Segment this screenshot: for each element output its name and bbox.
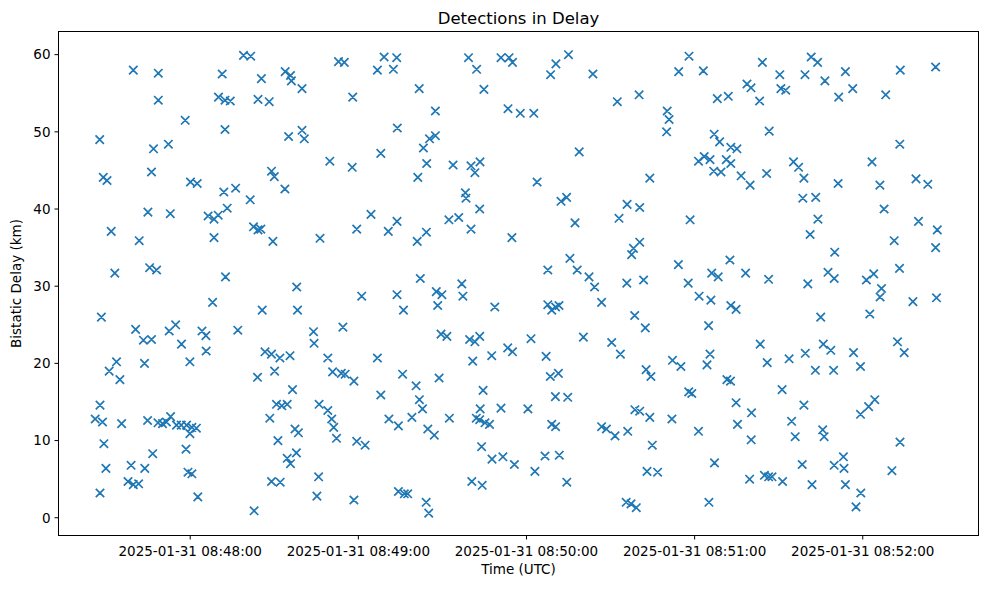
y-tick-label: 40 (33, 201, 50, 217)
y-tick-label: 60 (33, 46, 50, 62)
x-tick-label: 2025-01-31 08:50:00 (455, 543, 598, 559)
scatter-markers (91, 51, 942, 518)
y-tick-label: 50 (33, 124, 50, 140)
x-tick-label: 2025-01-31 08:51:00 (623, 543, 766, 559)
x-tick-label: 2025-01-31 08:52:00 (791, 543, 934, 559)
y-tick-label: 20 (33, 355, 50, 371)
x-tick-label: 2025-01-31 08:48:00 (119, 543, 262, 559)
y-tick-label: 10 (33, 432, 50, 448)
x-axis-label: Time (UTC) (480, 561, 556, 577)
y-tick-label: 30 (33, 278, 50, 294)
scatter-plot: Detections in Delay Time (UTC) Bistatic … (0, 0, 989, 590)
y-tick-label: 0 (42, 510, 51, 526)
axis-ticks: 2025-01-31 08:48:00 2025-01-31 08:49:00 20… (33, 46, 934, 559)
figure: Detections in Delay Time (UTC) Bistatic … (0, 0, 989, 590)
y-axis-label: Bistatic Delay (km) (8, 219, 24, 348)
x-tick-label: 2025-01-31 08:49:00 (287, 543, 430, 559)
chart-title: Detections in Delay (438, 9, 600, 28)
